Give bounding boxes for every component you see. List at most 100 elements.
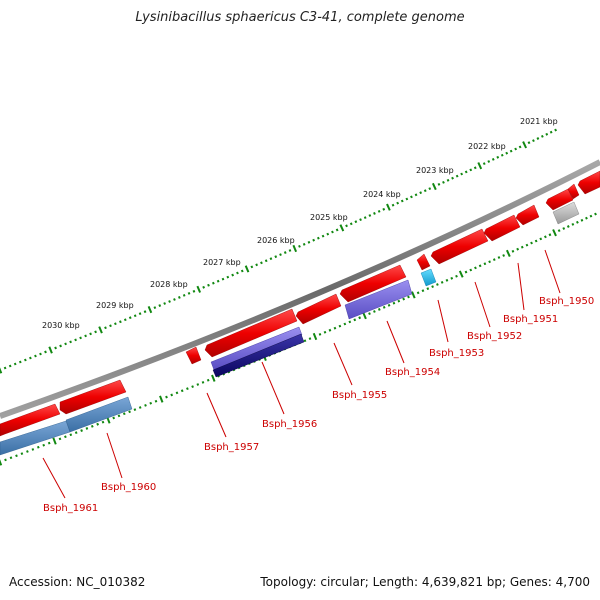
- track-tick: [98, 326, 103, 334]
- track-tick: [491, 157, 495, 161]
- track-tick: [138, 312, 142, 316]
- track-tick: [530, 241, 533, 245]
- track-tick: [359, 218, 362, 222]
- track-tick: [149, 401, 153, 405]
- track-tick: [264, 259, 268, 263]
- gene-label-bsph-1954[interactable]: Bsph_1954: [385, 367, 440, 378]
- track-tick: [502, 254, 506, 257]
- gene-arrow[interactable]: [483, 214, 521, 242]
- track-tick: [158, 304, 162, 307]
- track-tick: [8, 364, 12, 368]
- track-tick: [308, 337, 312, 340]
- track-tick: [539, 237, 543, 241]
- gene-block-slate[interactable]: [210, 326, 303, 371]
- track-tick: [80, 429, 83, 432]
- track-tick: [483, 262, 487, 266]
- gene-arrow[interactable]: [59, 379, 127, 415]
- track-tick: [0, 459, 3, 466]
- gene-arrow[interactable]: [204, 308, 298, 358]
- gene-arrow[interactable]: [567, 183, 580, 200]
- track-tick: [514, 147, 518, 151]
- track-tick: [497, 256, 501, 259]
- track-tick: [147, 306, 153, 314]
- gene-arrow[interactable]: [339, 264, 407, 303]
- gene-label-bsph-1955[interactable]: Bsph_1955: [332, 390, 387, 401]
- track-tick: [168, 300, 171, 303]
- gene-label-bsph-1950[interactable]: Bsph_1950: [539, 296, 594, 307]
- track-tick: [338, 324, 342, 328]
- gene-label-bsph-1957[interactable]: Bsph_1957: [204, 442, 259, 453]
- track-tick: [549, 130, 553, 134]
- gene-labels: Bsph_1950 Bsph_1951 Bsph_1952 Bsph_1953 …: [43, 296, 594, 514]
- track-tick: [231, 273, 235, 277]
- track-tick: [571, 222, 575, 226]
- gene-label-bsph-1956[interactable]: Bsph_1956: [262, 419, 317, 430]
- track-tick: [112, 416, 116, 420]
- track-tick: [368, 214, 372, 217]
- track-tick: [343, 322, 347, 326]
- track-tick: [532, 139, 535, 143]
- track-tick: [186, 387, 189, 391]
- gene-label-bsph-1961[interactable]: Bsph_1961: [43, 503, 98, 514]
- track-tick: [154, 399, 158, 403]
- gene-block-cyan[interactable]: [420, 268, 437, 287]
- gene-block-steel[interactable]: [65, 396, 133, 433]
- genome-title: Lysinibacillus sphaericus C3-41, complet…: [135, 10, 465, 25]
- track-tick: [353, 318, 357, 322]
- track-tick: [534, 239, 538, 243]
- track-tick: [442, 180, 445, 184]
- track-tick: [175, 391, 179, 395]
- track-tick: [333, 326, 337, 330]
- track-tick: [84, 334, 87, 338]
- track-tick: [292, 244, 298, 253]
- gene-label-bsph-1952[interactable]: Bsph_1952: [467, 331, 522, 342]
- gene-arrow[interactable]: [577, 170, 600, 195]
- track-tick: [500, 153, 504, 157]
- track-tick: [236, 271, 239, 275]
- track-tick: [518, 145, 522, 149]
- gene-label-bsph-1953[interactable]: Bsph_1953: [429, 348, 484, 359]
- track-tick: [437, 182, 441, 186]
- gene-arrow[interactable]: [515, 204, 540, 226]
- track-tick: [143, 310, 147, 314]
- track-tick: [18, 360, 22, 364]
- track-tick: [192, 289, 196, 293]
- gene-arrow[interactable]: [416, 253, 431, 271]
- gene-arrow[interactable]: [0, 403, 61, 437]
- gene-block-navy[interactable]: [212, 333, 305, 378]
- track-tick: [274, 255, 278, 259]
- track-tick: [29, 356, 32, 360]
- track-tick: [516, 247, 520, 251]
- track-tick: [431, 182, 437, 191]
- track-tick: [177, 296, 181, 299]
- track-tick: [554, 128, 557, 132]
- track-tick: [269, 257, 273, 261]
- track-tick: [31, 448, 35, 451]
- gene-label-bsph-1960[interactable]: Bsph_1960: [101, 482, 156, 493]
- gene-arrow[interactable]: [545, 188, 574, 211]
- track-tick: [477, 162, 483, 170]
- track-tick: [138, 406, 142, 409]
- track-tick: [119, 320, 122, 324]
- gene-block-gray[interactable]: [552, 201, 580, 225]
- track-tick: [180, 389, 184, 393]
- gene-arrow[interactable]: [295, 293, 342, 325]
- track-tick: [358, 316, 362, 320]
- track-tick: [585, 216, 588, 220]
- track-tick: [402, 297, 406, 301]
- track-tick: [525, 243, 529, 247]
- gene-arrow[interactable]: [185, 346, 202, 365]
- track-tick: [260, 261, 263, 265]
- track-tick: [482, 162, 486, 166]
- track-tick: [455, 174, 459, 178]
- gene-block-slate[interactable]: [344, 279, 413, 320]
- gene-arrow[interactable]: [430, 228, 489, 265]
- kbp-label: 2027 kbp: [203, 258, 241, 267]
- track-tick: [536, 137, 540, 140]
- gene-label-bsph-1951[interactable]: Bsph_1951: [503, 314, 558, 325]
- track-tick: [109, 324, 112, 328]
- track-tick: [345, 224, 348, 228]
- track-tick: [170, 393, 174, 397]
- track-tick: [307, 240, 311, 244]
- track-tick: [411, 291, 416, 299]
